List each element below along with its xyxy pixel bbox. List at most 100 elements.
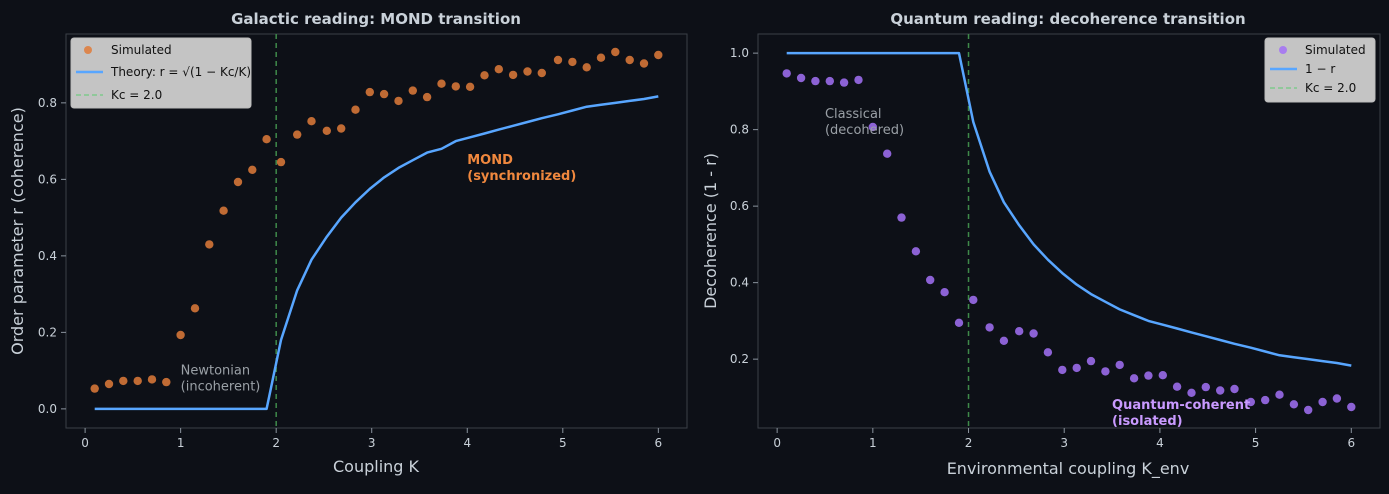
right-data-point	[1187, 388, 1196, 397]
left-data-point	[654, 50, 663, 60]
left-data-point	[162, 377, 171, 387]
right-x-tick-label: 6	[1347, 436, 1355, 450]
right-data-point	[1216, 386, 1225, 395]
left-annotation: (incoherent)	[181, 379, 261, 394]
left-plot-area	[65, 33, 688, 429]
left-data-point	[133, 376, 142, 386]
right-data-point	[1289, 400, 1299, 409]
left-data-point	[494, 65, 503, 74]
left-x-axis-label: Coupling K	[333, 457, 420, 476]
left-theory-layer	[94, 95, 659, 411]
right-data-point	[1086, 356, 1096, 366]
right-data-point	[1201, 382, 1211, 392]
right-data-point	[796, 73, 806, 83]
right-legend-theory: 1 − r	[1305, 62, 1335, 76]
right-data-point	[1347, 402, 1356, 412]
right-data-point	[1261, 395, 1270, 405]
right-data-point	[825, 76, 834, 86]
right-annotation: Quantum-coherent	[1112, 398, 1250, 413]
left-legend-kc: Kc = 2.0	[111, 88, 162, 102]
right-y-tick-label: 0.4	[730, 276, 749, 290]
left-data-point	[293, 130, 302, 139]
left-data-point	[262, 135, 271, 144]
left-x-ticks: 0 1 2 3 4 5 6	[81, 428, 662, 450]
left-x-tick-label: 3	[368, 436, 376, 450]
right-annotation: Classical	[825, 107, 882, 122]
right-x-tick-label: 0	[773, 436, 781, 450]
left-x-tick-label: 0	[81, 436, 89, 450]
left-data-point	[351, 105, 360, 114]
right-data-point	[1029, 329, 1038, 338]
right-data-point	[969, 295, 978, 305]
left-data-point	[147, 375, 157, 384]
right-data-point	[1043, 348, 1053, 357]
left-points-layer	[90, 47, 663, 393]
left-x-tick-label: 2	[272, 436, 280, 450]
right-theory-layer	[786, 51, 1352, 367]
right-data-point	[926, 275, 935, 285]
left-y-ticks: 0.0 0.2 0.4 0.6 0.8	[38, 96, 66, 416]
left-chart-title: Galactic reading: MOND transition	[231, 10, 521, 28]
right-legend-simulated: Simulated	[1305, 43, 1366, 57]
right-x-axis-label: Environmental coupling K_env	[947, 459, 1190, 479]
left-data-point	[90, 384, 99, 393]
right-x-ticks: 0 1 2 3 4 5 6	[773, 428, 1355, 450]
left-annotation: Newtonian	[181, 363, 250, 378]
right-x-tick-label: 1	[869, 436, 877, 450]
right-y-axis-label: Decoherence (1 - r)	[701, 153, 720, 309]
right-data-point	[1318, 397, 1327, 407]
left-annotations: Newtonian(incoherent) MOND(synchronized)	[181, 153, 577, 394]
left-y-axis-label: Order parameter r (coherence)	[8, 107, 27, 355]
left-x-tick-label: 5	[559, 436, 567, 450]
right-data-point	[1230, 384, 1239, 394]
right-data-point	[782, 69, 791, 78]
left-x-tick-label: 6	[655, 436, 663, 450]
left-data-point	[639, 59, 649, 68]
right-data-point	[954, 318, 964, 327]
left-data-point	[104, 379, 114, 389]
right-data-point	[1115, 360, 1124, 370]
right-data-point	[897, 213, 906, 222]
left-y-tick-label: 0.8	[38, 96, 57, 110]
right-data-point	[999, 336, 1009, 345]
right-legend-kc: Kc = 2.0	[1305, 81, 1356, 95]
left-data-point	[322, 126, 331, 135]
right-theory-curve	[786, 51, 1352, 367]
left-data-point	[394, 96, 403, 106]
left-data-point	[219, 206, 228, 215]
right-y-tick-label: 1.0	[730, 46, 749, 60]
right-chart-panel: Quantum reading: decoherence transition …	[701, 10, 1381, 479]
left-annotation: (synchronized)	[467, 169, 576, 184]
left-data-point	[508, 70, 518, 80]
left-data-point	[596, 53, 606, 62]
right-legend: Simulated 1 − r Kc = 2.0	[1264, 37, 1376, 103]
right-annotation: (decohered)	[825, 123, 904, 138]
left-data-point	[176, 330, 185, 340]
left-data-point	[582, 63, 591, 72]
left-data-point	[119, 376, 128, 386]
right-x-tick-label: 5	[1252, 436, 1260, 450]
left-data-point	[625, 55, 634, 65]
right-data-point	[868, 122, 877, 132]
right-plot-area	[757, 33, 1381, 429]
right-chart-title: Quantum reading: decoherence transition	[890, 10, 1245, 28]
right-legend-marker-simulated	[1279, 46, 1287, 54]
right-data-point	[811, 76, 820, 86]
right-data-point	[1129, 374, 1139, 383]
right-y-tick-label: 0.6	[730, 199, 749, 213]
left-data-point	[205, 240, 214, 249]
left-x-tick-label: 4	[463, 436, 471, 450]
left-theory-curve	[94, 95, 659, 411]
right-y-tick-label: 0.2	[730, 352, 749, 366]
left-legend: Simulated Theory: r = √(1 − Kc/K) Kc = 2…	[70, 37, 252, 109]
left-data-point	[465, 82, 475, 92]
right-y-tick-label: 0.8	[730, 123, 749, 137]
left-data-point	[337, 124, 346, 133]
left-data-point	[553, 55, 563, 65]
right-data-point	[854, 75, 863, 85]
left-data-point	[307, 117, 316, 126]
left-data-point	[537, 68, 546, 78]
right-data-point	[1015, 327, 1024, 336]
left-data-point	[365, 87, 374, 97]
